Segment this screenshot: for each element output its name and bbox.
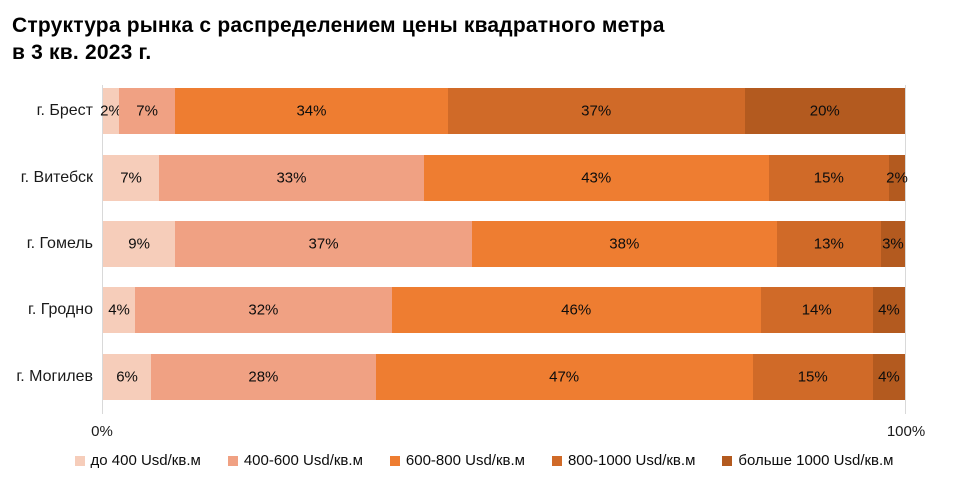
segment-value-label: 38% <box>609 235 640 253</box>
segment-value-label: 46% <box>561 301 592 319</box>
legend-swatch-icon <box>551 455 562 466</box>
category-label: г. Витебск <box>20 169 93 186</box>
bar-row: г. Гродно 4% 32% 46% 14% 4% <box>28 287 905 333</box>
legend-label: до 400 Usd/кв.м <box>90 452 201 469</box>
legend-item: 600-800 Usd/кв.м <box>389 452 525 469</box>
bar-segment: 38% <box>471 221 777 267</box>
legend-item: больше 1000 Usd/кв.м <box>722 452 894 469</box>
segment-value-label: 15% <box>813 169 844 187</box>
legend-swatch-icon <box>227 455 238 466</box>
bar-segment: 43% <box>423 155 769 201</box>
bar-row: г. Витебск 7% 33% 43% 15% 2% <box>21 155 908 201</box>
legend-label: 400-600 Usd/кв.м <box>243 452 363 469</box>
bar-segment: 32% <box>135 287 392 333</box>
bar-segment: 33% <box>159 155 424 201</box>
category-label: г. Гродно <box>27 301 93 318</box>
segment-value-label: 47% <box>549 368 580 386</box>
legend-label: 800-1000 Usd/кв.м <box>567 452 696 469</box>
bar-segment: 20% <box>744 88 905 134</box>
bar-segment: 13% <box>776 221 881 267</box>
bar-row: г. Могилев 6% 28% 47% 15% 4% <box>16 354 905 400</box>
segment-value-label: 6% <box>116 368 138 386</box>
segment-value-label: 9% <box>128 235 150 253</box>
segment-value-label: 28% <box>248 368 279 386</box>
segment-value-label: 37% <box>308 235 339 253</box>
segment-value-label: 34% <box>296 102 327 120</box>
bar-row: г. Гомель 9% 37% 38% 13% 3% <box>27 221 905 267</box>
bar-segment: 4% <box>872 354 905 400</box>
x-axis-tick-0: 0% <box>91 423 113 440</box>
bar-segment: 4% <box>103 287 136 333</box>
legend-item: до 400 Usd/кв.м <box>74 452 201 469</box>
category-label: г. Брест <box>36 102 93 119</box>
segment-value-label: 43% <box>581 169 612 187</box>
segment-value-label: 13% <box>813 235 844 253</box>
category-label: г. Могилев <box>16 368 93 385</box>
bar-segment: 15% <box>752 354 873 400</box>
legend-label: больше 1000 Usd/кв.м <box>738 452 894 469</box>
segment-value-label: 14% <box>801 301 832 319</box>
segment-value-label: 7% <box>136 102 158 120</box>
bar-segment: 7% <box>103 155 160 201</box>
bar-segment: 2% <box>100 88 122 134</box>
segment-value-label: 4% <box>878 368 900 386</box>
bar-segment: 6% <box>103 354 152 400</box>
bar-segment: 34% <box>175 88 448 134</box>
category-label: г. Гомель <box>26 235 93 252</box>
bar-segment: 3% <box>880 221 905 267</box>
bar-segment: 47% <box>375 354 753 400</box>
chart-legend: до 400 Usd/кв.м 400-600 Usd/кв.м 600-800 U… <box>0 452 968 469</box>
segment-value-label: 7% <box>120 169 142 187</box>
segment-value-label: 2% <box>886 169 908 187</box>
bar-segment: 46% <box>391 287 761 333</box>
x-axis-tick-100: 100% <box>886 423 926 440</box>
segment-value-label: 32% <box>248 301 279 319</box>
bar-row: г. Брест 2% 7% 34% 37% 20% <box>37 88 905 134</box>
bar-segment: 7% <box>119 88 176 134</box>
bar-segment: 4% <box>872 287 905 333</box>
bar-segment: 9% <box>103 221 176 267</box>
bar-segment: 28% <box>151 354 376 400</box>
legend-item: 400-600 Usd/кв.м <box>227 452 363 469</box>
legend-item: 800-1000 Usd/кв.м <box>551 452 696 469</box>
segment-value-label: 20% <box>809 102 840 120</box>
legend-swatch-icon <box>722 455 733 466</box>
bar-segment: 2% <box>886 155 908 201</box>
segment-value-label: 3% <box>882 235 904 253</box>
legend-label: 600-800 Usd/кв.м <box>405 452 525 469</box>
segment-value-label: 37% <box>581 102 612 120</box>
chart-title-line2: в 3 кв. 2023 г. <box>12 41 152 64</box>
segment-value-label: 2% <box>100 102 122 120</box>
chart-title-line1: Структура рынка с распределением цены кв… <box>12 14 665 37</box>
legend-swatch-icon <box>74 455 85 466</box>
segment-value-label: 4% <box>878 301 900 319</box>
segment-value-label: 15% <box>797 368 828 386</box>
segment-value-label: 33% <box>276 169 307 187</box>
bar-segment: 37% <box>175 221 472 267</box>
segment-value-label: 4% <box>108 301 130 319</box>
legend-swatch-icon <box>389 455 400 466</box>
bar-segment: 15% <box>768 155 889 201</box>
bar-segment: 14% <box>760 287 873 333</box>
plot-area: г. Брест 2% 7% 34% 37% 20% г. Витебск 7% 33% 43% 1… <box>16 85 908 414</box>
bar-segment: 37% <box>447 88 745 134</box>
chart-title: Структура рынка с распределением цены кв… <box>12 12 812 66</box>
